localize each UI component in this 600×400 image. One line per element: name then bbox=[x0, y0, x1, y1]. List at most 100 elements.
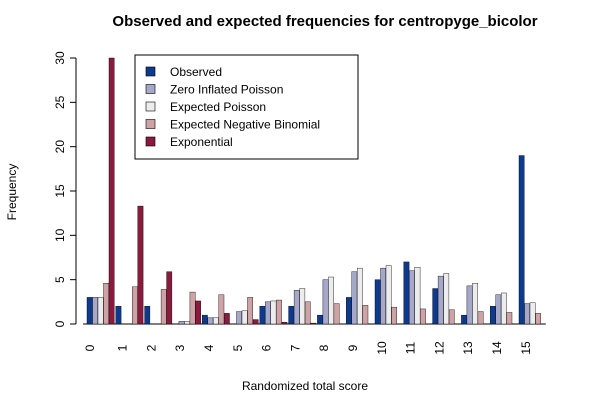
bar-observed bbox=[490, 306, 496, 325]
bar-expected-negative-binomial bbox=[506, 312, 513, 325]
legend-label: Zero Inflated Poisson bbox=[170, 83, 283, 97]
bar-observed bbox=[115, 306, 122, 325]
x-tick-label: 3 bbox=[173, 344, 187, 351]
bar-expected-poisson bbox=[414, 267, 421, 325]
bar-expected-poisson bbox=[529, 302, 536, 325]
legend-label: Expected Poisson bbox=[170, 100, 266, 114]
bar-observed bbox=[201, 314, 208, 325]
bar-observed bbox=[288, 306, 295, 325]
bar-zero-inflated-poisson bbox=[92, 297, 99, 325]
bar-zero-inflated-poisson bbox=[380, 267, 387, 325]
bar-expected-poisson bbox=[501, 292, 507, 325]
y-tick-label: 30 bbox=[53, 51, 67, 65]
x-tick-label: 2 bbox=[144, 344, 158, 351]
bar-expected-negative-binomial bbox=[448, 309, 455, 325]
bar-expected-negative-binomial bbox=[132, 286, 138, 325]
bar-expected-poisson bbox=[299, 288, 306, 325]
bar-expected-negative-binomial bbox=[189, 291, 196, 325]
bar-observed bbox=[144, 306, 151, 325]
bar-expected-negative-binomial bbox=[535, 313, 542, 325]
legend-box bbox=[134, 54, 359, 160]
legend-swatch bbox=[145, 84, 156, 94]
x-tick-label: 10 bbox=[375, 341, 389, 355]
x-axis-label: Randomized total score bbox=[242, 379, 368, 393]
bar-exponential bbox=[252, 319, 259, 325]
bars bbox=[86, 57, 542, 325]
x-tick-label: 15 bbox=[519, 341, 533, 355]
bar-expected-negative-binomial bbox=[304, 301, 311, 325]
bar-expected-poisson bbox=[357, 267, 363, 325]
bar-expected-poisson bbox=[270, 300, 277, 325]
bar-observed bbox=[374, 279, 381, 325]
legend-swatch bbox=[145, 66, 156, 77]
x-tick-label: 6 bbox=[260, 344, 274, 351]
x-tick-label: 8 bbox=[317, 344, 331, 351]
bar-expected-negative-binomial bbox=[391, 306, 398, 325]
bar-expected-poisson bbox=[443, 273, 450, 325]
legend-label: Observed bbox=[170, 65, 222, 79]
chart-title: Observed and expected frequencies for ce… bbox=[112, 13, 537, 30]
bar-expected-poisson bbox=[97, 297, 104, 325]
y-tick-label: 15 bbox=[53, 184, 67, 198]
bar-expected-negative-binomial bbox=[160, 289, 167, 325]
bar-zero-inflated-poisson bbox=[322, 279, 329, 325]
x-axis: 0 1 2 3 4 5 6 7 8 9 10 11 12 13 14 15 bbox=[83, 323, 546, 355]
y-tick-label: 25 bbox=[53, 95, 67, 109]
bar-observed bbox=[259, 306, 266, 325]
bar-zero-inflated-poisson bbox=[265, 301, 271, 325]
bar-exponential bbox=[137, 205, 144, 325]
legend-swatch bbox=[145, 119, 156, 129]
x-tick-label: 1 bbox=[116, 344, 130, 351]
y-axis: 0 5 10 15 20 25 30 bbox=[53, 51, 77, 327]
bar-expected-poisson bbox=[241, 310, 248, 325]
x-tick-label: 13 bbox=[461, 341, 475, 355]
legend-swatch bbox=[145, 101, 156, 112]
bar-observed bbox=[86, 297, 93, 325]
bar-zero-inflated-poisson bbox=[495, 294, 502, 325]
bar-observed bbox=[518, 155, 525, 325]
legend: Observed Zero Inflated Poisson Expected Po… bbox=[134, 54, 359, 160]
bar-zero-inflated-poisson bbox=[236, 311, 243, 325]
bar-expected-negative-binomial bbox=[103, 283, 110, 325]
y-tick-label: 5 bbox=[53, 276, 67, 283]
bar-zero-inflated-poisson bbox=[409, 270, 415, 325]
x-tick-label: 0 bbox=[83, 344, 97, 351]
y-axis-label: Frequency bbox=[5, 164, 19, 221]
x-tick-label: 11 bbox=[404, 341, 418, 354]
bar-expected-poisson bbox=[184, 321, 190, 325]
bar-zero-inflated-poisson bbox=[293, 290, 300, 325]
bar-expected-negative-binomial bbox=[420, 308, 426, 325]
legend-swatch bbox=[145, 136, 156, 147]
x-tick-label: 14 bbox=[490, 341, 504, 355]
bar-expected-negative-binomial bbox=[218, 294, 225, 325]
y-tick-label: 0 bbox=[53, 320, 67, 327]
bar-expected-poisson bbox=[212, 317, 219, 325]
x-tick-label: 5 bbox=[231, 344, 245, 351]
bar-exponential bbox=[108, 57, 115, 325]
bar-expected-negative-binomial bbox=[247, 297, 254, 325]
x-tick-label: 7 bbox=[288, 344, 302, 351]
bar-zero-inflated-poisson bbox=[466, 285, 473, 325]
bar-expected-poisson bbox=[385, 265, 392, 325]
bar-expected-negative-binomial bbox=[477, 311, 484, 325]
legend-label: Exponential bbox=[170, 135, 233, 149]
bar-exponential bbox=[310, 322, 317, 325]
bar-observed bbox=[403, 261, 410, 325]
bar-exponential bbox=[166, 271, 173, 325]
bar-observed bbox=[346, 297, 352, 325]
bar-zero-inflated-poisson bbox=[351, 271, 358, 325]
bar-exponential bbox=[223, 313, 230, 325]
bar-zero-inflated-poisson bbox=[178, 321, 185, 325]
bar-exponential bbox=[195, 300, 201, 325]
bar-observed bbox=[461, 314, 467, 325]
bar-exponential bbox=[281, 322, 288, 325]
bar-zero-inflated-poisson bbox=[524, 303, 531, 325]
bar-observed bbox=[432, 288, 439, 325]
x-tick-label: 4 bbox=[202, 344, 216, 351]
legend-label: Expected Negative Binomial bbox=[170, 118, 320, 132]
bar-expected-poisson bbox=[328, 276, 334, 325]
y-tick-label: 10 bbox=[53, 228, 67, 242]
bar-zero-inflated-poisson bbox=[207, 317, 214, 325]
y-tick-label: 20 bbox=[53, 140, 67, 154]
